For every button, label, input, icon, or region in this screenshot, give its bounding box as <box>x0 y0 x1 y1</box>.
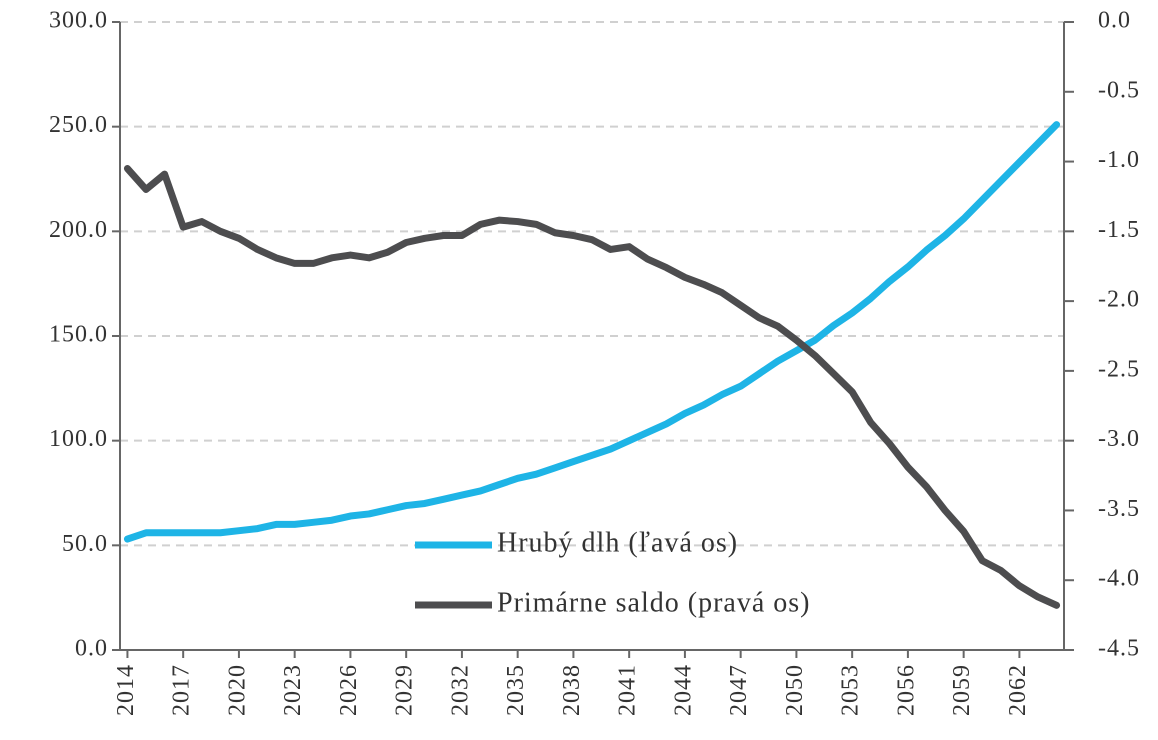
x-tick-label: 2053 <box>838 664 864 716</box>
x-tick-label: 2059 <box>949 664 975 716</box>
x-tick-label: 2044 <box>670 664 696 716</box>
series-line <box>123 121 1061 543</box>
y2-tick-label: -4.0 <box>1098 566 1140 592</box>
x-tick-label: 2026 <box>336 664 362 716</box>
y2-tick-label: -1.5 <box>1098 217 1140 243</box>
y-tick-label: 50.0 <box>62 531 108 557</box>
x-tick-label: 2062 <box>1005 664 1031 716</box>
x-tick-label: 2014 <box>113 664 139 716</box>
x-tick-label: 2050 <box>782 664 808 716</box>
x-tick-label: 2020 <box>224 664 250 716</box>
x-tick-label: 2056 <box>893 664 919 716</box>
series-line <box>123 165 1061 609</box>
x-tick-label: 2023 <box>280 664 306 716</box>
x-tick-label: 2038 <box>559 664 585 716</box>
y-tick-label: 300.0 <box>49 8 108 34</box>
y-tick-label: 150.0 <box>49 322 108 348</box>
x-tick-label: 2032 <box>447 664 473 716</box>
y-tick-label: 100.0 <box>49 426 108 452</box>
y2-tick-label: 0.0 <box>1098 8 1131 34</box>
y2-tick-label: -3.0 <box>1098 426 1140 452</box>
y-tick-label: 250.0 <box>49 112 108 138</box>
y-tick-label: 0.0 <box>75 636 108 662</box>
y2-tick-label: -4.5 <box>1098 636 1140 662</box>
x-tick-label: 2017 <box>169 664 195 716</box>
x-tick-label: 2041 <box>615 664 641 716</box>
x-tick-label: 2047 <box>726 664 752 716</box>
legend-label: Primárne saldo (pravá os) <box>497 587 810 618</box>
x-tick-label: 2029 <box>392 664 418 716</box>
legend-label: Hrubý dlh (ľavá os) <box>497 527 738 558</box>
y2-tick-label: -1.0 <box>1098 147 1140 173</box>
y2-tick-label: -2.5 <box>1098 356 1140 382</box>
y2-tick-label: -2.0 <box>1098 287 1140 313</box>
y2-tick-label: -0.5 <box>1098 77 1140 103</box>
x-tick-label: 2035 <box>503 664 529 716</box>
y2-tick-label: -3.5 <box>1098 496 1140 522</box>
y-tick-label: 200.0 <box>49 217 108 243</box>
